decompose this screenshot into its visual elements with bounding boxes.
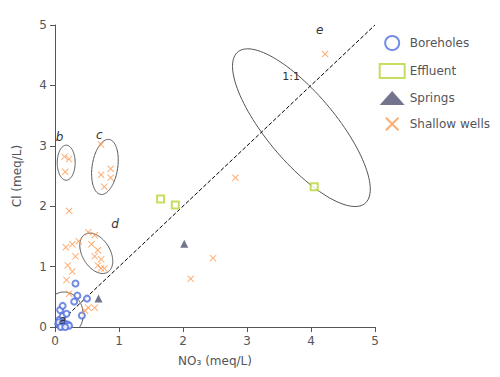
svg-text:Cl (meq/L): Cl (meq/L): [10, 145, 24, 207]
svg-text:e: e: [316, 23, 323, 37]
svg-text:1: 1: [39, 260, 47, 274]
svg-text:b: b: [56, 130, 64, 144]
svg-text:2: 2: [179, 334, 187, 348]
svg-text:3: 3: [243, 334, 251, 348]
svg-text:2: 2: [39, 199, 47, 213]
svg-text:1:1: 1:1: [282, 70, 300, 83]
svg-text:1: 1: [115, 334, 123, 348]
svg-text:Shallow wells: Shallow wells: [410, 117, 490, 131]
svg-text:Effluent: Effluent: [410, 64, 457, 78]
svg-text:NO₃ (meq/L): NO₃ (meq/L): [178, 354, 252, 368]
svg-text:Springs: Springs: [410, 91, 455, 105]
svg-text:c: c: [96, 128, 103, 142]
svg-text:0: 0: [51, 334, 59, 348]
svg-text:3: 3: [39, 139, 47, 153]
svg-text:d: d: [111, 217, 119, 231]
svg-text:4: 4: [307, 334, 315, 348]
svg-text:5: 5: [371, 334, 379, 348]
svg-text:a: a: [59, 313, 66, 327]
svg-text:Boreholes: Boreholes: [410, 36, 470, 50]
svg-text:4: 4: [39, 78, 47, 92]
svg-text:0: 0: [39, 320, 47, 334]
svg-text:5: 5: [39, 18, 47, 32]
